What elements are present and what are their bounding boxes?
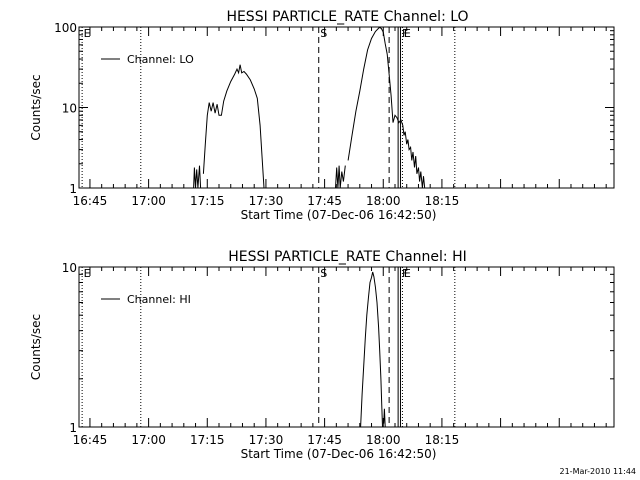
series-line [383,408,386,427]
event-marker-label: E [404,267,411,280]
x-tick-label: 17:45 [307,194,342,208]
event-marker-label: E [84,267,91,280]
series-line [202,64,265,188]
x-tick-label: 18:15 [425,433,460,447]
x-tick-label: 17:00 [131,194,166,208]
chart-title: HESSI PARTICLE_RATE Channel: LO [226,9,468,25]
chart-hi: HESSI PARTICLE_RATE Channel: HI 16:45 17:0… [29,249,615,461]
y-tick-label: 100 [54,21,77,35]
x-tick-label: 17:30 [249,194,284,208]
event-marker-label: S [320,27,327,40]
x-axis-label: Start Time (07-Dec-06 16:42:50) [241,208,437,222]
plot-frame [78,266,615,428]
y-tick-label: 10 [62,261,77,275]
legend-label: Channel: LO [127,53,194,66]
y-tick-label: 10 [62,102,77,116]
y-tick-label: 1 [69,421,77,435]
event-marker-label: S [320,267,327,280]
chart-title: HESSI PARTICLE_RATE Channel: HI [228,249,466,265]
x-tick-label: 16:45 [73,433,108,447]
timestamp: 21-Mar-2010 11:44 [560,467,637,476]
x-tick-label: 18:00 [366,433,401,447]
series-line [360,271,383,427]
y-axis-label: Counts/sec [29,314,43,380]
x-tick-label: 17:15 [190,433,225,447]
series-line [335,165,346,188]
event-marker-label: F [402,27,408,40]
x-tick-label: 17:15 [190,194,225,208]
plot-frame [78,26,615,189]
x-tick-label: 18:00 [366,194,401,208]
x-tick-label: 17:00 [131,433,166,447]
x-tick-label: 17:30 [249,433,284,447]
series-line [347,27,426,188]
x-axis-label: Start Time (07-Dec-06 16:42:50) [241,447,437,461]
series-line [193,165,202,188]
event-marker-label: E [84,27,91,40]
y-axis-label: Counts/sec [29,74,43,140]
x-tick-label: 16:45 [73,194,108,208]
legend-label: Channel: HI [127,293,191,306]
x-tick-label: 17:45 [307,433,342,447]
y-tick-label: 1 [69,182,77,196]
chart-lo: HESSI PARTICLE_RATE Channel: LO 16:45 17:0… [29,9,615,222]
event-marker-label: F [402,267,408,280]
event-marker-label: E [404,27,411,40]
x-tick-label: 18:15 [425,194,460,208]
